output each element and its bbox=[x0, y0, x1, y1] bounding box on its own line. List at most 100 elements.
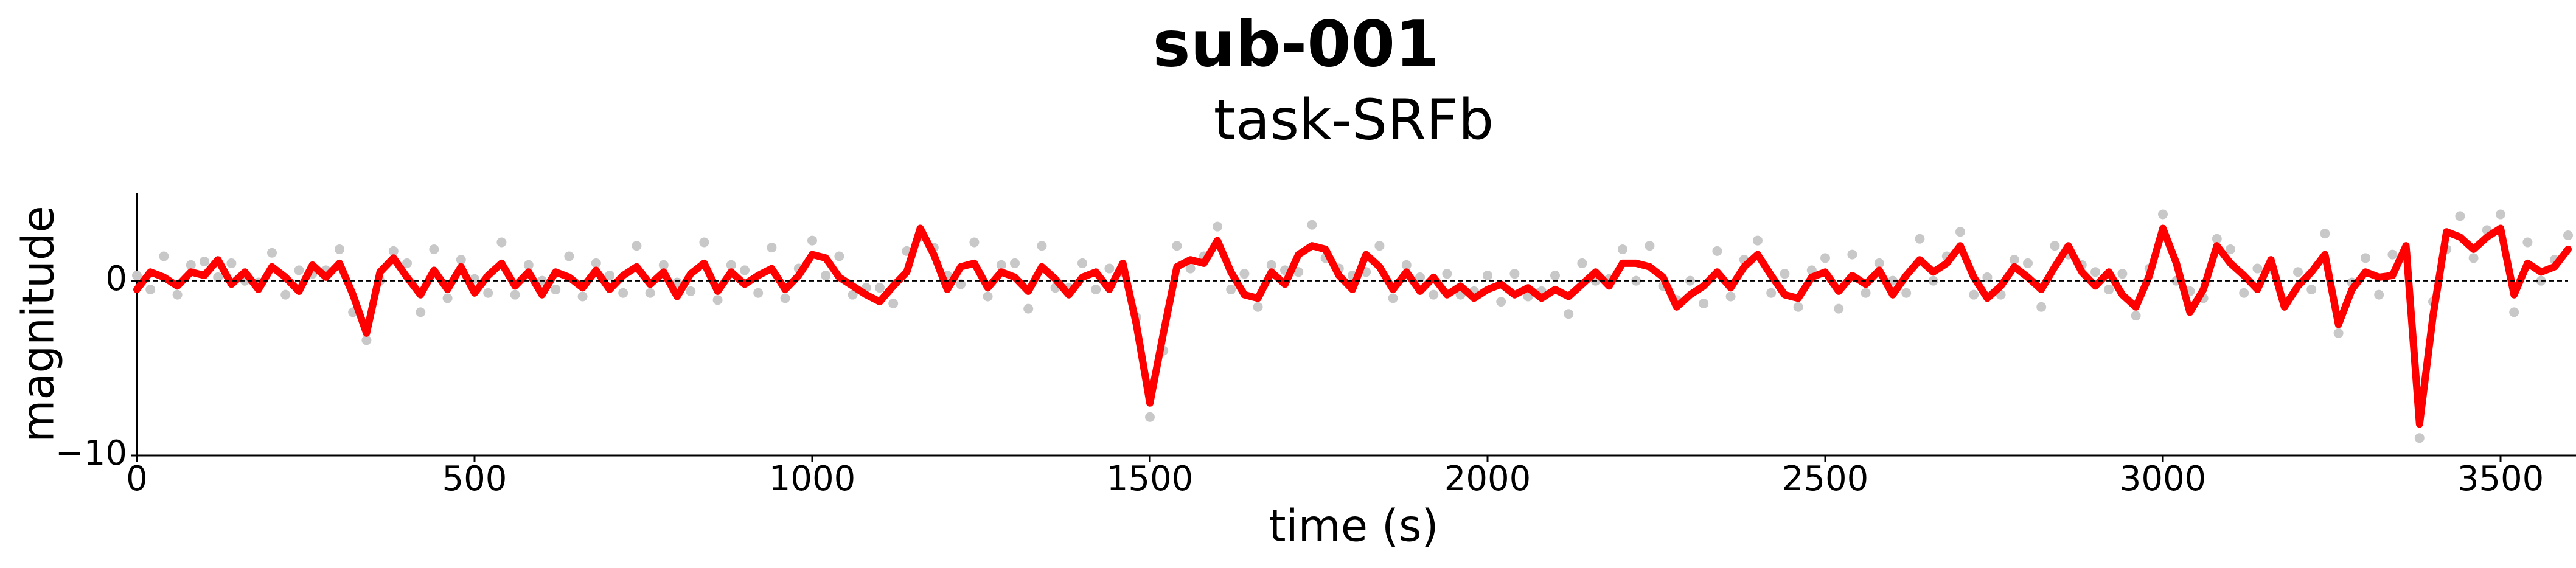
chart-title: sub-001 bbox=[1153, 7, 1439, 81]
data-point bbox=[686, 286, 696, 296]
data-point bbox=[1415, 272, 1425, 282]
data-point bbox=[2455, 211, 2465, 221]
data-point bbox=[159, 251, 169, 261]
data-point bbox=[1780, 269, 1790, 279]
data-point bbox=[2036, 302, 2047, 312]
data-point bbox=[996, 260, 1006, 270]
data-point bbox=[483, 288, 493, 298]
data-point bbox=[848, 289, 858, 300]
data-point bbox=[523, 260, 534, 270]
x-tick-label: 2000 bbox=[1444, 459, 1531, 499]
data-point bbox=[2158, 209, 2168, 220]
data-point bbox=[2387, 249, 2398, 260]
data-point bbox=[1429, 289, 1439, 300]
data-point bbox=[416, 307, 426, 317]
data-point bbox=[1077, 258, 1087, 268]
data-point bbox=[2131, 311, 2141, 321]
x-tick-label: 0 bbox=[126, 459, 148, 499]
data-point bbox=[1253, 302, 1263, 312]
data-point bbox=[1550, 271, 1560, 281]
data-point bbox=[1172, 241, 1182, 251]
data-point bbox=[1699, 299, 1709, 309]
data-point bbox=[1982, 272, 1993, 282]
data-point bbox=[132, 271, 142, 281]
data-point bbox=[1793, 302, 1803, 312]
data-point bbox=[2252, 263, 2263, 274]
data-point bbox=[591, 258, 601, 268]
data-point bbox=[2414, 433, 2425, 443]
data-point bbox=[645, 288, 655, 298]
data-point bbox=[402, 258, 412, 268]
x-tick-label: 1000 bbox=[769, 459, 856, 499]
y-axis-label: magnitude bbox=[13, 206, 64, 442]
data-point bbox=[807, 235, 817, 246]
data-point bbox=[1266, 260, 1276, 270]
data-point bbox=[213, 272, 223, 282]
data-point bbox=[2090, 267, 2100, 277]
data-point bbox=[1226, 285, 1236, 295]
data-point bbox=[2563, 230, 2573, 240]
data-point bbox=[1496, 297, 1506, 307]
data-point bbox=[1388, 293, 1398, 303]
data-point bbox=[145, 285, 156, 295]
data-point bbox=[2320, 229, 2330, 239]
data-point bbox=[1104, 263, 1115, 274]
data-point bbox=[2333, 328, 2344, 338]
data-point bbox=[1037, 241, 1047, 251]
data-point bbox=[388, 246, 399, 256]
data-point bbox=[2496, 209, 2505, 220]
data-point bbox=[226, 258, 237, 268]
data-point bbox=[1915, 234, 1925, 244]
data-point bbox=[2226, 244, 2235, 254]
x-tick-label: 500 bbox=[442, 459, 507, 499]
data-point bbox=[1010, 258, 1020, 268]
y-tick-label: −10 bbox=[55, 434, 127, 473]
data-point bbox=[267, 248, 277, 258]
data-point bbox=[1239, 269, 1250, 279]
data-point bbox=[1307, 220, 1317, 230]
data-point bbox=[1955, 227, 1965, 237]
data-point bbox=[2522, 237, 2533, 248]
data-point bbox=[1091, 285, 1101, 295]
x-tick-label: 1500 bbox=[1107, 459, 1194, 499]
data-point bbox=[1023, 303, 1034, 314]
data-point bbox=[767, 243, 777, 253]
data-point bbox=[780, 293, 790, 303]
data-point bbox=[2239, 288, 2249, 298]
data-point bbox=[429, 244, 439, 254]
data-point bbox=[2212, 234, 2222, 244]
x-tick-label: 3500 bbox=[2457, 459, 2544, 499]
data-point bbox=[551, 285, 561, 295]
data-point bbox=[172, 289, 183, 300]
data-point bbox=[1834, 303, 1844, 314]
data-point bbox=[280, 289, 291, 300]
data-point bbox=[2536, 275, 2546, 286]
data-point bbox=[1901, 288, 1912, 298]
y-tick-label: 0 bbox=[105, 259, 127, 299]
data-point bbox=[1509, 269, 1520, 279]
data-point bbox=[2509, 307, 2519, 317]
data-point bbox=[2104, 285, 2114, 295]
data-point bbox=[456, 255, 466, 265]
data-point bbox=[496, 237, 507, 248]
data-point bbox=[335, 244, 344, 254]
data-point bbox=[200, 257, 209, 267]
data-point bbox=[564, 251, 574, 261]
data-point bbox=[1861, 288, 1871, 298]
data-point bbox=[510, 289, 520, 300]
data-point bbox=[753, 288, 764, 298]
data-point bbox=[1712, 246, 1722, 256]
chart-subtitle: task-SRFb bbox=[1214, 87, 1494, 152]
data-point bbox=[2293, 267, 2303, 277]
data-point bbox=[658, 260, 669, 270]
data-point bbox=[2468, 253, 2479, 263]
data-point bbox=[2050, 241, 2060, 251]
x-tick-label: 3000 bbox=[2120, 459, 2207, 499]
data-point bbox=[2117, 269, 2128, 279]
data-point bbox=[1374, 241, 1385, 251]
data-point bbox=[1969, 289, 1979, 300]
data-point bbox=[888, 299, 899, 309]
data-point bbox=[1483, 271, 1492, 281]
